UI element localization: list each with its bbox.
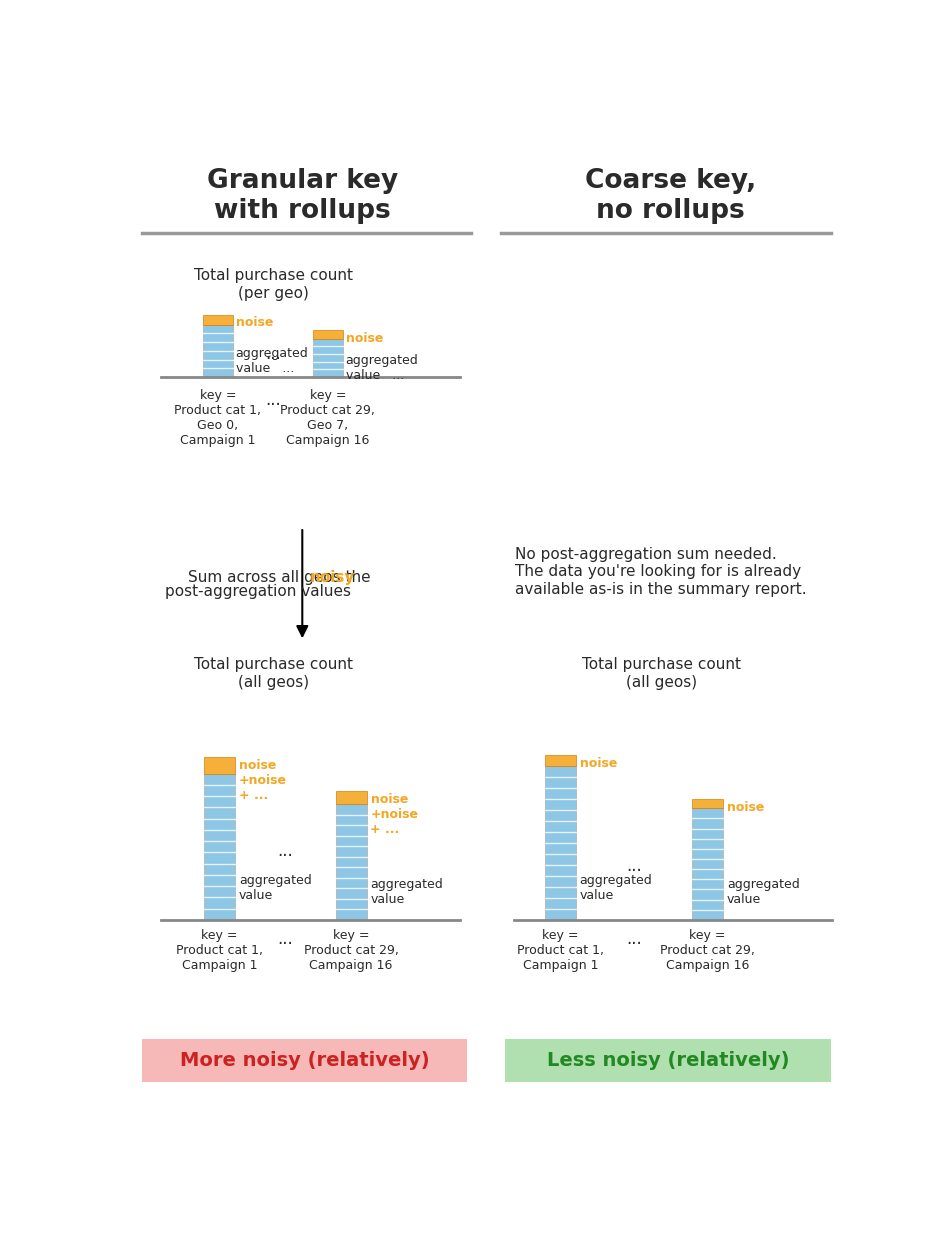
Text: key =
Product cat 1,
Campaign 1: key = Product cat 1, Campaign 1	[517, 929, 604, 972]
Text: key =
Product cat 1,
Geo 0,
Campaign 1: key = Product cat 1, Geo 0, Campaign 1	[175, 388, 261, 447]
Text: ···: ···	[626, 936, 642, 953]
Bar	[203, 325, 233, 377]
Text: noisy: noisy	[309, 570, 355, 585]
Text: noise: noise	[727, 802, 764, 814]
Text: ···: ···	[277, 936, 293, 953]
Bar	[141, 1039, 467, 1082]
Text: Granular key
with rollups: Granular key with rollups	[207, 169, 398, 224]
Text: noise: noise	[235, 316, 273, 330]
Text: Less noisy (relatively): Less noisy (relatively)	[547, 1052, 790, 1070]
Bar	[692, 799, 723, 808]
Bar	[313, 330, 343, 338]
Text: ···: ···	[265, 396, 281, 415]
Text: aggregated
value: aggregated value	[239, 874, 311, 902]
Text: noise: noise	[580, 757, 617, 771]
Text: aggregated
value   ...: aggregated value ...	[345, 353, 419, 382]
Text: More noisy (relatively): More noisy (relatively)	[179, 1052, 430, 1070]
Bar	[204, 757, 234, 773]
Text: aggregated
value: aggregated value	[727, 878, 800, 906]
Text: key =
Product cat 1,
Campaign 1: key = Product cat 1, Campaign 1	[176, 929, 263, 972]
Bar	[313, 338, 343, 377]
Text: key =
Product cat 29,
Campaign 16: key = Product cat 29, Campaign 16	[661, 929, 755, 972]
Text: ...: ...	[265, 345, 281, 363]
Text: noise: noise	[345, 331, 383, 345]
Text: Total purchase count
(per geo): Total purchase count (per geo)	[195, 269, 353, 301]
Bar	[545, 766, 576, 919]
Text: aggregated
value: aggregated value	[580, 874, 653, 902]
Bar	[336, 804, 366, 919]
Bar	[692, 808, 723, 919]
Text: ...: ...	[277, 842, 293, 859]
Text: key =
Product cat 29,
Geo 7,
Campaign 16: key = Product cat 29, Geo 7, Campaign 16	[281, 388, 375, 447]
Text: Sum across all geos the: Sum across all geos the	[188, 570, 376, 585]
Bar	[336, 791, 366, 804]
Bar	[204, 773, 234, 919]
Text: ...: ...	[626, 857, 642, 876]
Bar	[203, 315, 233, 325]
Text: noise
+noise
+ ...: noise +noise + ...	[370, 793, 419, 836]
Text: Total purchase count
(all geos): Total purchase count (all geos)	[195, 657, 353, 689]
Text: No post-aggregation sum needed.
The data you're looking for is already
available: No post-aggregation sum needed. The data…	[515, 547, 807, 597]
Text: noise
+noise
+ ...: noise +noise + ...	[239, 759, 287, 802]
Bar	[545, 756, 576, 766]
Text: aggregated
value   ...: aggregated value ...	[235, 347, 308, 375]
Text: Coarse key,
no rollups: Coarse key, no rollups	[585, 169, 756, 224]
Text: Total purchase count
(all geos): Total purchase count (all geos)	[582, 657, 740, 689]
Bar	[506, 1039, 831, 1082]
Text: key =
Product cat 29,
Campaign 16: key = Product cat 29, Campaign 16	[304, 929, 399, 972]
Text: post-aggregation values: post-aggregation values	[165, 583, 351, 598]
Text: aggregated
value: aggregated value	[370, 878, 443, 906]
